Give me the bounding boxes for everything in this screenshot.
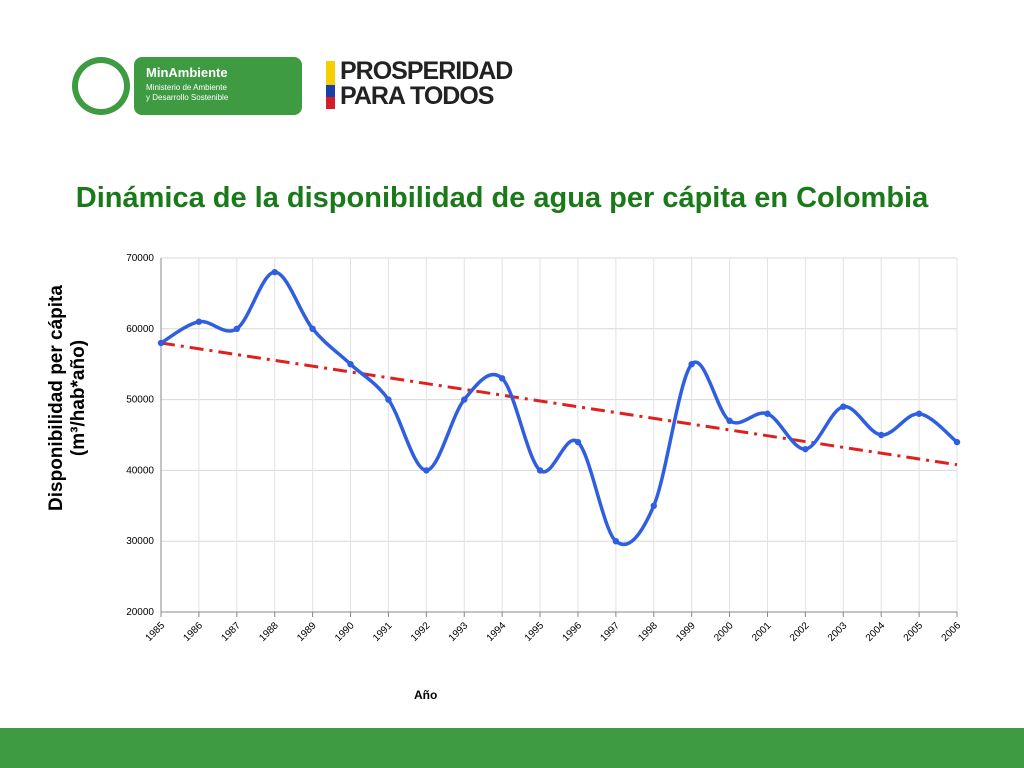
data-point — [802, 445, 809, 453]
data-point — [309, 325, 316, 332]
ministry-name: MinAmbiente — [146, 65, 228, 80]
data-point — [157, 339, 165, 347]
y-tick-label: 70000 — [126, 253, 154, 264]
x-tick-label: 1996 — [561, 620, 585, 644]
chart-title: Dinámica de la disponibilidad de agua pe… — [75, 182, 929, 214]
prosperidad-logo: PROSPERIDAD PARA TODOS — [340, 57, 513, 110]
ministry-subtitle-line1: Ministerio de Ambiente — [146, 83, 227, 92]
y-tick-label: 60000 — [126, 324, 154, 335]
data-point — [195, 318, 203, 325]
x-tick-label: 1987 — [219, 620, 243, 644]
x-tick-label: 1999 — [674, 620, 698, 644]
data-point — [385, 396, 392, 403]
slogan-line1: PROSPERIDAD — [340, 57, 513, 85]
data-point — [536, 467, 544, 474]
x-axis-label: Año — [414, 688, 438, 702]
y-tick-label: 20000 — [126, 607, 154, 618]
data-point — [423, 467, 430, 474]
x-tick-label: 2002 — [788, 620, 812, 644]
slogan-line2: PARA TODOS — [340, 82, 494, 110]
trendline — [160, 341, 958, 467]
data-point — [915, 410, 923, 417]
data-point — [688, 361, 695, 368]
colombia-flag-icon — [326, 61, 335, 109]
data-point — [233, 325, 241, 332]
x-tick-label: 1995 — [523, 620, 547, 644]
data-point — [461, 396, 468, 403]
data-point — [650, 502, 657, 509]
x-tick-label: 1997 — [598, 620, 622, 644]
x-tick-label: 2000 — [712, 620, 736, 644]
data-point — [840, 403, 847, 410]
x-tick-label: 1992 — [409, 620, 433, 644]
x-tick-label: 2003 — [826, 620, 850, 644]
series-line — [160, 270, 959, 547]
x-tick-label: 1998 — [636, 620, 660, 644]
x-tick-label: 1985 — [144, 620, 168, 644]
data-point — [271, 268, 278, 276]
minambiente-logo: MinAmbiente Ministerio de Ambiente y Des… — [134, 57, 302, 115]
x-tick-label: 2004 — [864, 620, 888, 644]
x-tick-label: 1988 — [257, 620, 281, 644]
footer-bar — [0, 728, 1024, 768]
data-point — [877, 431, 885, 439]
data-point — [498, 375, 506, 382]
data-point — [726, 417, 733, 425]
data-point — [953, 438, 961, 446]
x-tick-label: 1986 — [182, 620, 206, 644]
y-tick-label: 30000 — [126, 536, 154, 547]
ministry-subtitle-line2: y Desarrollo Sostenible — [146, 93, 229, 102]
y-tick-label: 40000 — [126, 465, 154, 476]
y-tick-label: 50000 — [126, 395, 154, 406]
ministry-subtitle: Ministerio de Ambiente y Desarrollo Sost… — [146, 83, 296, 103]
data-point — [764, 410, 771, 417]
seal-emblem — [78, 63, 124, 109]
x-tick-label: 1994 — [485, 620, 509, 644]
data-point — [612, 538, 620, 545]
x-tick-label: 1993 — [447, 620, 471, 644]
x-tick-label: 1990 — [333, 620, 357, 644]
data-point — [347, 361, 354, 368]
x-tick-label: 1991 — [371, 620, 395, 644]
x-tick-label: 2001 — [750, 620, 774, 644]
x-tick-label: 1989 — [295, 620, 319, 644]
data-point — [574, 438, 582, 446]
x-tick-label: 2005 — [902, 620, 926, 644]
x-tick-label: 2006 — [940, 620, 964, 644]
colombia-seal-logo — [72, 57, 130, 115]
